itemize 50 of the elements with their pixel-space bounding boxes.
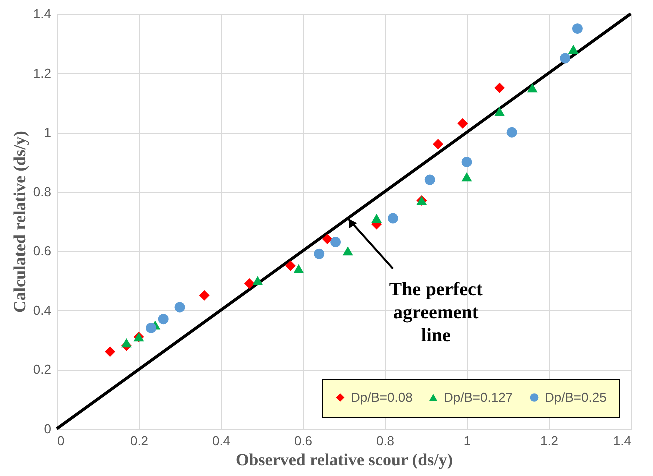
- x-tick-label: 0.4: [212, 434, 231, 448]
- y-tick-label: 0.2: [33, 362, 52, 378]
- point: [560, 53, 571, 64]
- legend-label: Dp/B=0.127: [444, 390, 514, 405]
- point: [433, 139, 444, 150]
- point: [458, 118, 468, 129]
- point: [199, 290, 210, 301]
- point: [568, 45, 579, 54]
- y-tick-label: 0: [44, 422, 52, 436]
- x-tick-label: 1.2: [540, 434, 559, 448]
- point: [322, 234, 333, 245]
- y-axis-title: Calculated relative (ds/y): [10, 131, 30, 313]
- point: [244, 278, 255, 289]
- y-tick-label: 0.6: [33, 244, 52, 259]
- annotation: The perfect agreement line: [389, 280, 484, 347]
- point: [506, 127, 518, 138]
- point: [158, 314, 169, 325]
- y-tick-label: 1.4: [33, 6, 52, 22]
- point: [174, 302, 186, 313]
- legend-label: Dp/B=0.08: [351, 390, 413, 405]
- point: [342, 246, 354, 256]
- point: [314, 248, 325, 260]
- point: [146, 322, 157, 334]
- point: [285, 260, 296, 272]
- y-tick-label: 1.2: [33, 66, 52, 81]
- point: [494, 107, 506, 116]
- y-tick-label: 0.8: [33, 184, 52, 200]
- point: [388, 213, 398, 224]
- point: [330, 237, 342, 248]
- x-tick-label: 1.4: [613, 434, 632, 448]
- point: [462, 172, 472, 182]
- x-tick-label: 0.8: [376, 434, 395, 448]
- point: [252, 276, 264, 286]
- point: [105, 346, 116, 358]
- y-tick-label: 0.4: [33, 302, 52, 318]
- x-tick-label: 0.2: [130, 434, 149, 448]
- point: [527, 84, 538, 93]
- point: [424, 174, 436, 186]
- point: [294, 264, 304, 274]
- point: [372, 214, 382, 224]
- point: [572, 24, 583, 34]
- point: [462, 156, 472, 168]
- x-axis-title: Observed relative scour (ds/y): [236, 450, 454, 470]
- legend-label: Dp/B=0.25: [545, 390, 607, 405]
- point: [494, 82, 506, 94]
- point: [121, 338, 132, 348]
- x-tick-label: 0: [58, 434, 65, 448]
- x-tick-label: 0.6: [294, 434, 313, 448]
- y-tick-label: 1: [44, 125, 52, 140]
- x-tick-label: 1: [464, 434, 472, 448]
